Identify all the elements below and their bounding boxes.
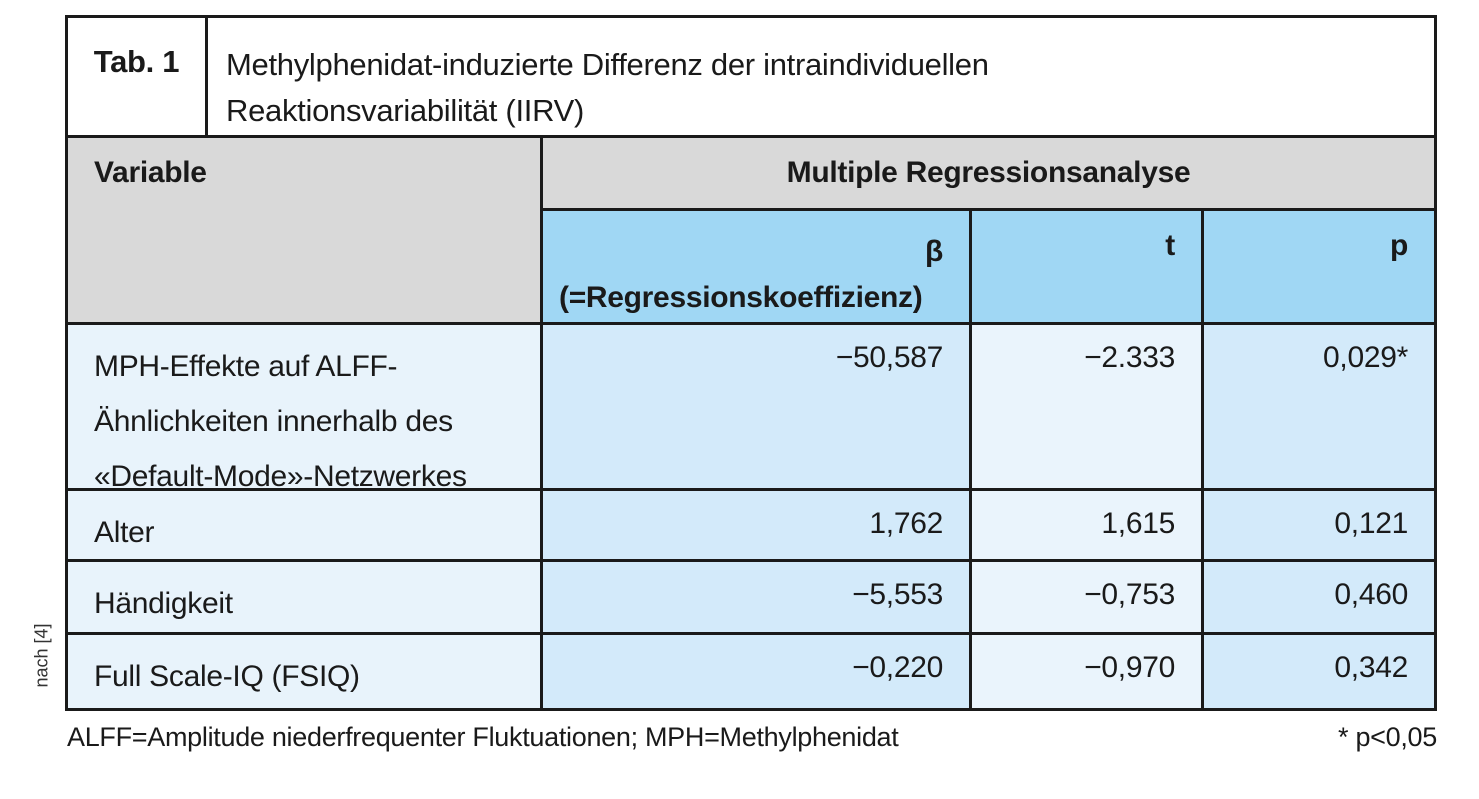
table-title: Methylphenidat-induzierte Differenz der … bbox=[208, 18, 1434, 135]
cell-p: 0,121 bbox=[1204, 491, 1434, 559]
column-header-beta: β (=Regressionskoeffizienz) bbox=[543, 211, 969, 322]
table-tag: Tab. 1 bbox=[68, 18, 205, 135]
row-variable: Händigkeit bbox=[68, 562, 540, 632]
source-citation: nach [4] bbox=[31, 623, 52, 688]
column-header-variable: Variable bbox=[68, 138, 540, 322]
cell-beta: −5,553 bbox=[543, 562, 969, 632]
column-group-header: Multiple Regressionsanalyse bbox=[543, 138, 1434, 208]
cell-beta: −0,220 bbox=[543, 635, 969, 708]
cell-p: 0,460 bbox=[1204, 562, 1434, 632]
row-variable: MPH-Effekte auf ALFF- Ähnlichkeiten inne… bbox=[68, 325, 540, 493]
cell-beta: −50,587 bbox=[543, 325, 969, 488]
cell-p: 0,342 bbox=[1204, 635, 1434, 708]
cell-p: 0,029* bbox=[1204, 325, 1434, 488]
regression-table: Tab. 1 Methylphenidat-induzierte Differe… bbox=[65, 15, 1437, 711]
beta-symbol: β bbox=[924, 235, 943, 268]
cell-t: −0,970 bbox=[972, 635, 1201, 708]
cell-t: 1,615 bbox=[972, 491, 1201, 559]
row-variable: Alter bbox=[68, 491, 540, 559]
significance-note: * p<0,05 bbox=[1338, 722, 1437, 752]
column-header-t: t bbox=[972, 211, 1201, 322]
column-header-p: p bbox=[1204, 211, 1434, 322]
cell-t: −2.333 bbox=[972, 325, 1201, 488]
table-footnotes: ALFF=Amplitude niederfrequenter Fluktuat… bbox=[67, 722, 1437, 753]
cell-beta: 1,762 bbox=[543, 491, 969, 559]
row-variable: Full Scale-IQ (FSIQ) bbox=[68, 635, 540, 708]
abbreviation-note: ALFF=Amplitude niederfrequenter Fluktuat… bbox=[67, 722, 899, 752]
cell-t: −0,753 bbox=[972, 562, 1201, 632]
beta-caption: (=Regressionskoeffizienz) bbox=[559, 281, 923, 314]
